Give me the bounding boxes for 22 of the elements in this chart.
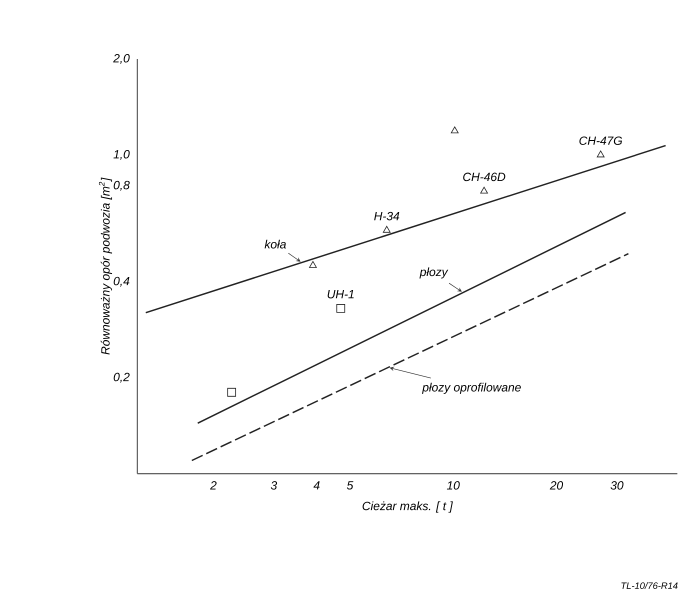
x-tick-label: 4 — [313, 481, 320, 490]
y-tick-label: 2,0 — [113, 54, 130, 64]
x-tick-label: 5 — [346, 481, 354, 490]
annotation: UH-1 — [328, 290, 354, 298]
y-tick-label: 0,4 — [114, 276, 130, 287]
x-tick-label: 3 — [270, 481, 278, 490]
annotation: CH-47G — [579, 136, 622, 145]
annotation: CH-46D — [463, 172, 506, 182]
text: płozy oprofilowane — [422, 382, 521, 394]
x-tick-label: 20 — [550, 481, 564, 490]
y-tick-label: 0,8 — [114, 180, 130, 191]
y-tick-label: 0,2 — [114, 372, 130, 383]
y-tick-label: 1,0 — [114, 150, 130, 160]
x-tick-label: 2 — [210, 481, 217, 490]
annotation: H-34 — [374, 212, 400, 220]
x-axis-title: Cieżar maks. [ t ] — [362, 501, 453, 513]
series-label: koła — [264, 240, 286, 249]
text: TL-10/76-R14 — [621, 582, 678, 589]
y-axis-title: Równoważny opór podwozia [m$^{2}$] — [98, 178, 112, 355]
series-label: płozy — [419, 267, 448, 279]
x-tick-label: 10 — [446, 481, 460, 490]
x-tick-label: 30 — [610, 481, 624, 490]
